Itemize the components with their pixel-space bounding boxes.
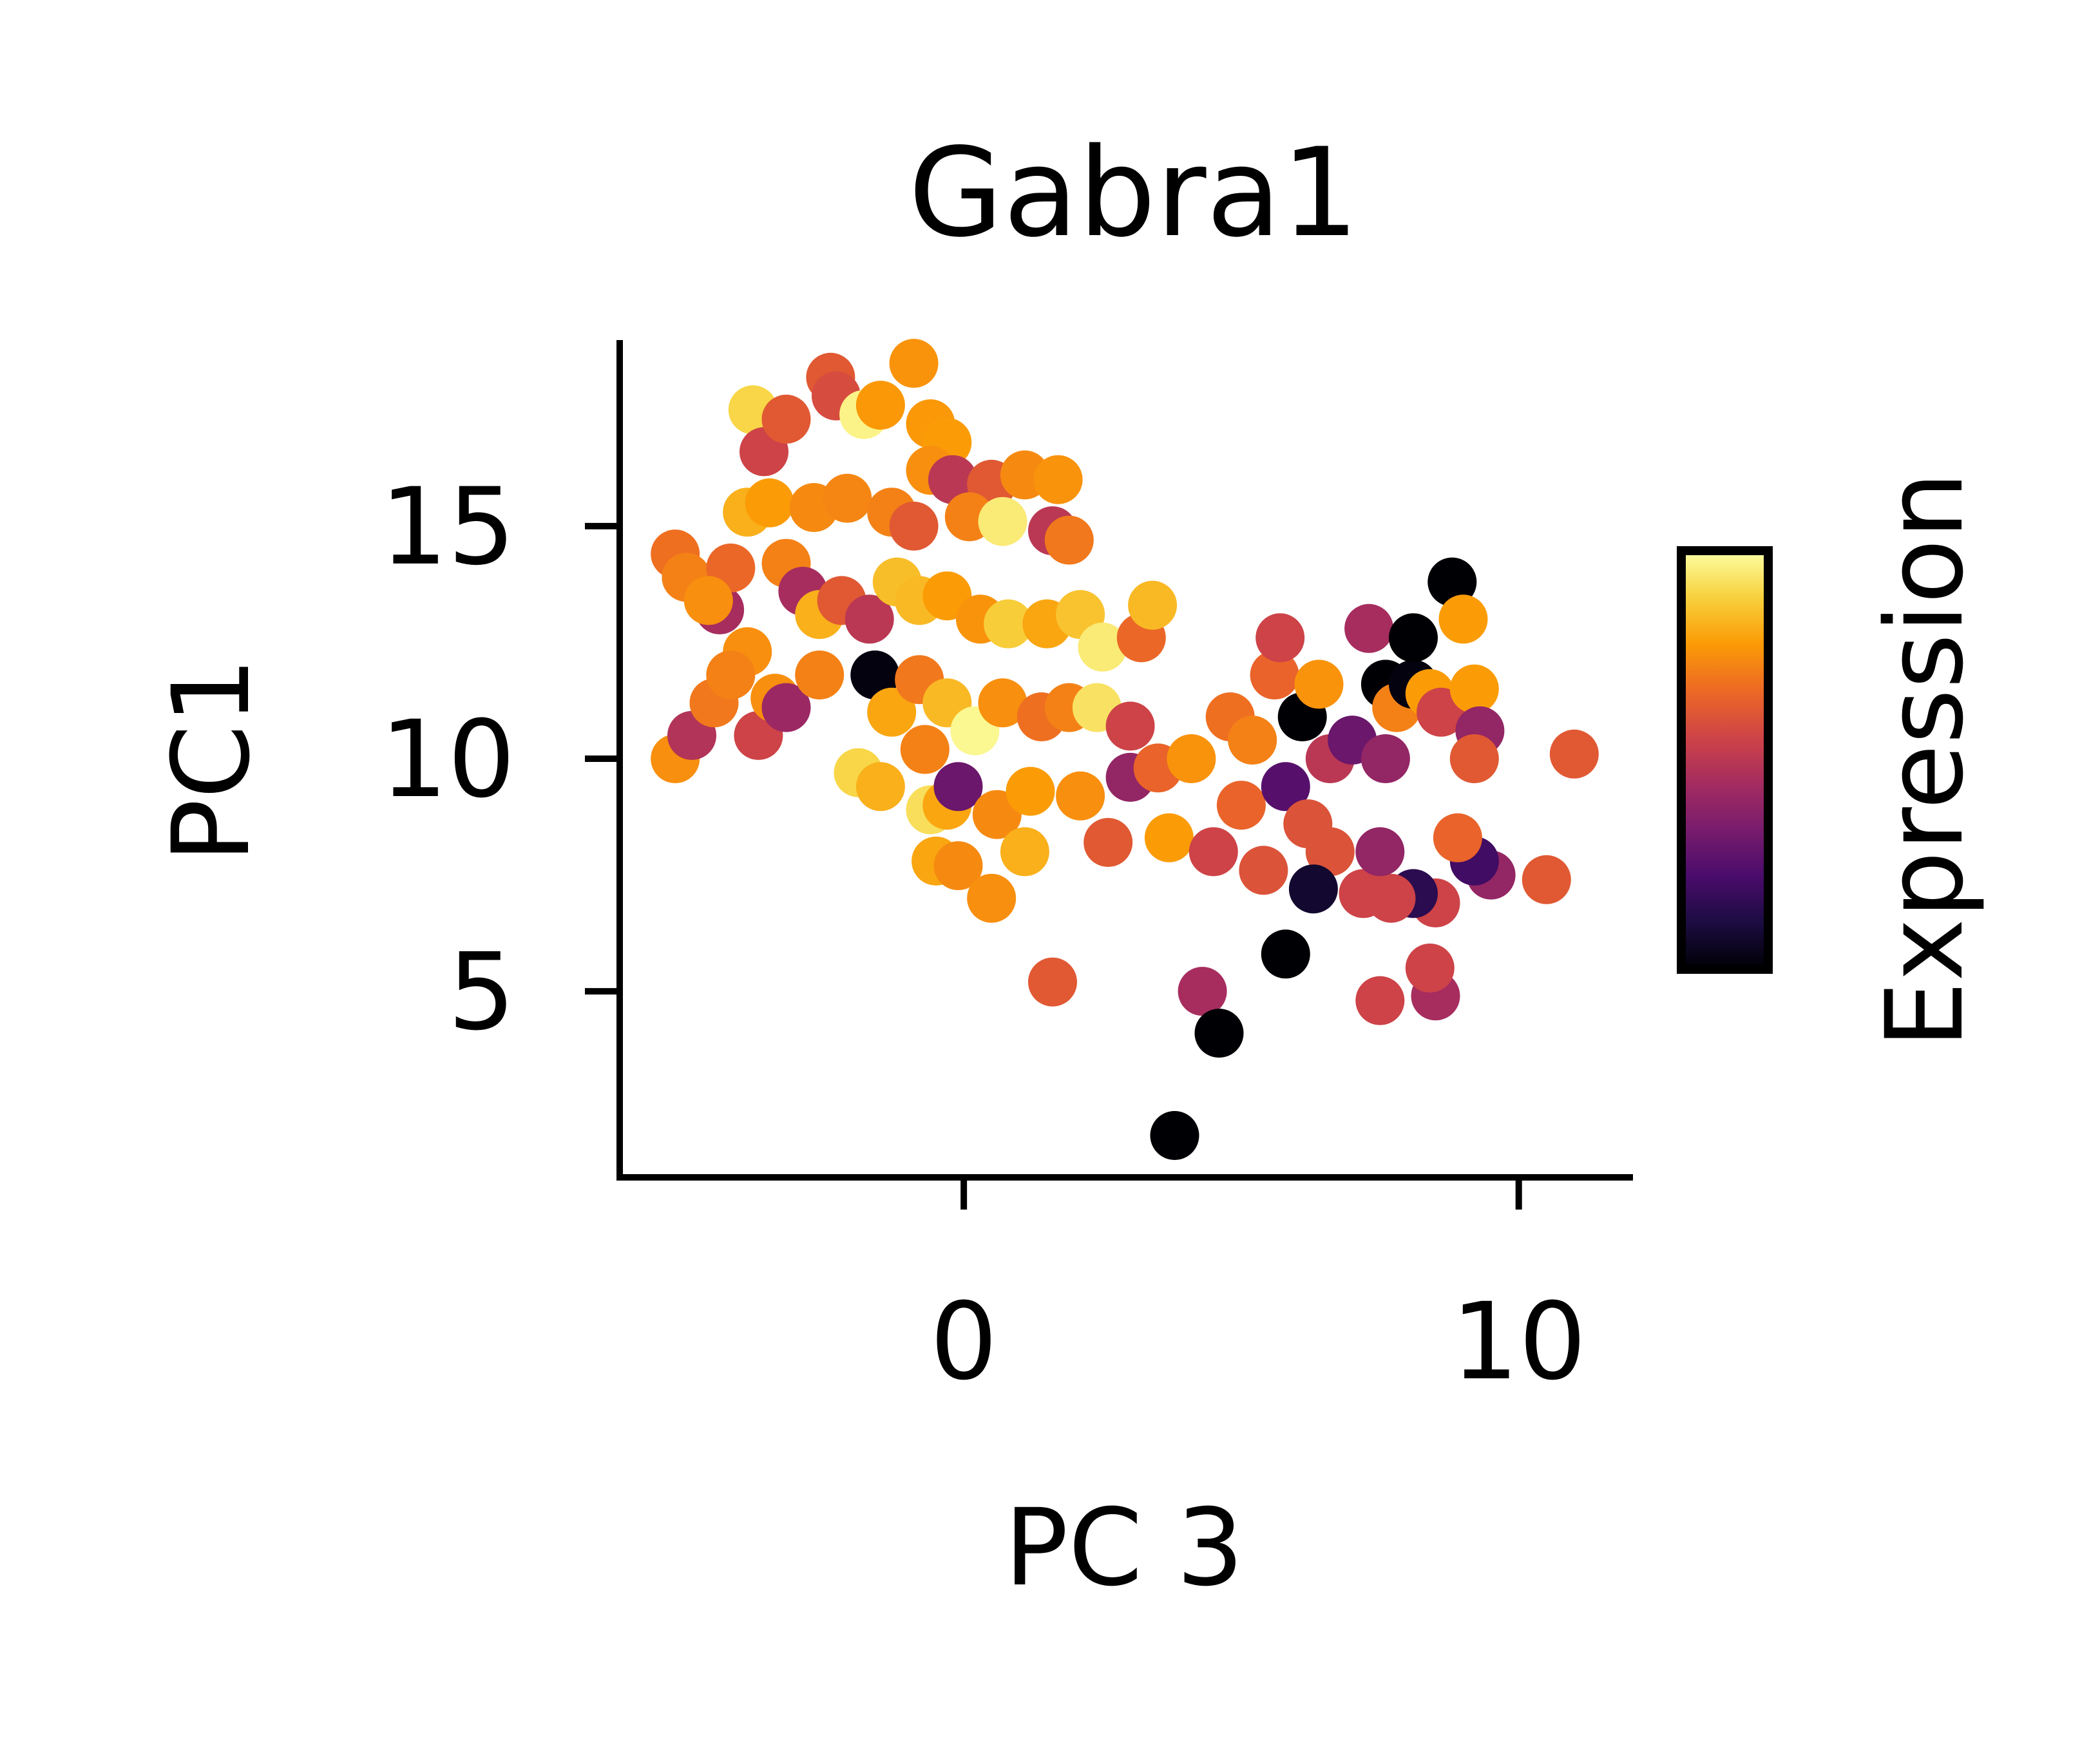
scatter-point xyxy=(1405,944,1455,993)
scatter-point xyxy=(1288,864,1338,914)
scatter-point xyxy=(967,873,1017,923)
scatter-point xyxy=(1078,622,1127,672)
scatter-point xyxy=(889,339,939,388)
scatter-point xyxy=(1194,1009,1244,1058)
scatter-point xyxy=(1188,827,1238,877)
scatter-point xyxy=(1427,557,1477,607)
scatter-point xyxy=(1355,827,1405,877)
scatter-point xyxy=(1261,762,1310,812)
scatter-point xyxy=(795,651,845,699)
scatter-point xyxy=(1144,813,1194,862)
scatter-point xyxy=(1228,716,1277,765)
scatter-point xyxy=(1083,818,1133,867)
scatter-point xyxy=(1344,603,1394,653)
y-ticks: 5 10 15 xyxy=(380,465,620,1054)
scatter-point xyxy=(1261,929,1310,979)
y-tick-label: 15 xyxy=(380,465,515,589)
scatter-point xyxy=(1549,729,1599,779)
scatter-point xyxy=(933,841,983,891)
scatter-point xyxy=(933,762,983,812)
scatter-point xyxy=(1044,515,1094,565)
scatter-point xyxy=(1000,827,1049,877)
colorbar-frame xyxy=(1677,546,1773,974)
x-axis-label: PC 3 xyxy=(1004,1486,1244,1610)
scatter-point xyxy=(889,501,939,551)
scatter-point xyxy=(1255,613,1305,663)
scatter-point xyxy=(867,687,917,737)
scatter-point xyxy=(1438,594,1488,644)
scatter-point xyxy=(1056,771,1105,821)
scatter-point xyxy=(855,381,905,430)
scatter-point xyxy=(1294,660,1344,709)
scatter-point xyxy=(1028,957,1077,1007)
scatter-point xyxy=(984,599,1033,649)
y-axis-label: PC1 xyxy=(149,657,273,863)
scatter-point xyxy=(1355,976,1405,1025)
scatter-point xyxy=(745,478,794,527)
scatter-point xyxy=(1105,701,1155,751)
scatter-point xyxy=(1449,664,1499,714)
chart-title: Gabra1 xyxy=(908,122,1359,264)
colorbar-label: Expression xyxy=(1863,471,1987,1049)
scatter-point xyxy=(761,683,811,732)
scatter-point xyxy=(928,455,977,504)
scatter-point xyxy=(1250,651,1299,699)
scatter-point xyxy=(706,651,756,699)
scatter-point xyxy=(1522,855,1571,904)
x-tick-label: 0 xyxy=(930,1280,998,1403)
scatter-point xyxy=(845,594,894,644)
scatter-point xyxy=(1360,734,1410,783)
y-tick-label: 10 xyxy=(380,698,515,821)
scatter-point xyxy=(1128,580,1178,630)
scatter-point xyxy=(683,576,733,625)
scatter-point xyxy=(823,473,872,523)
x-ticks: 0 10 xyxy=(930,1177,1587,1403)
scatter-point xyxy=(1449,734,1499,783)
scatter-point xyxy=(1305,827,1355,877)
scatter-point xyxy=(1433,813,1482,862)
scatter-point xyxy=(1150,1111,1199,1160)
scatter-point xyxy=(1239,846,1288,895)
scatter-point xyxy=(1216,781,1266,830)
points-layer xyxy=(651,339,1599,1160)
scatter-point xyxy=(855,762,905,812)
scatter-point xyxy=(978,497,1027,546)
scatter-point xyxy=(900,725,950,774)
scatter-point xyxy=(761,394,811,444)
scatter-point xyxy=(1178,967,1227,1016)
scatter-point xyxy=(850,651,900,699)
scatter-point xyxy=(1389,613,1438,663)
scatter-point xyxy=(1033,455,1083,504)
scatter-point xyxy=(1167,734,1216,783)
scatter-point xyxy=(978,678,1027,728)
scatter-point xyxy=(1006,766,1055,816)
y-tick-label: 5 xyxy=(448,930,515,1054)
scatter-point xyxy=(1366,873,1416,923)
x-tick-label: 10 xyxy=(1451,1280,1587,1403)
colorbar-gradient xyxy=(1681,551,1768,969)
